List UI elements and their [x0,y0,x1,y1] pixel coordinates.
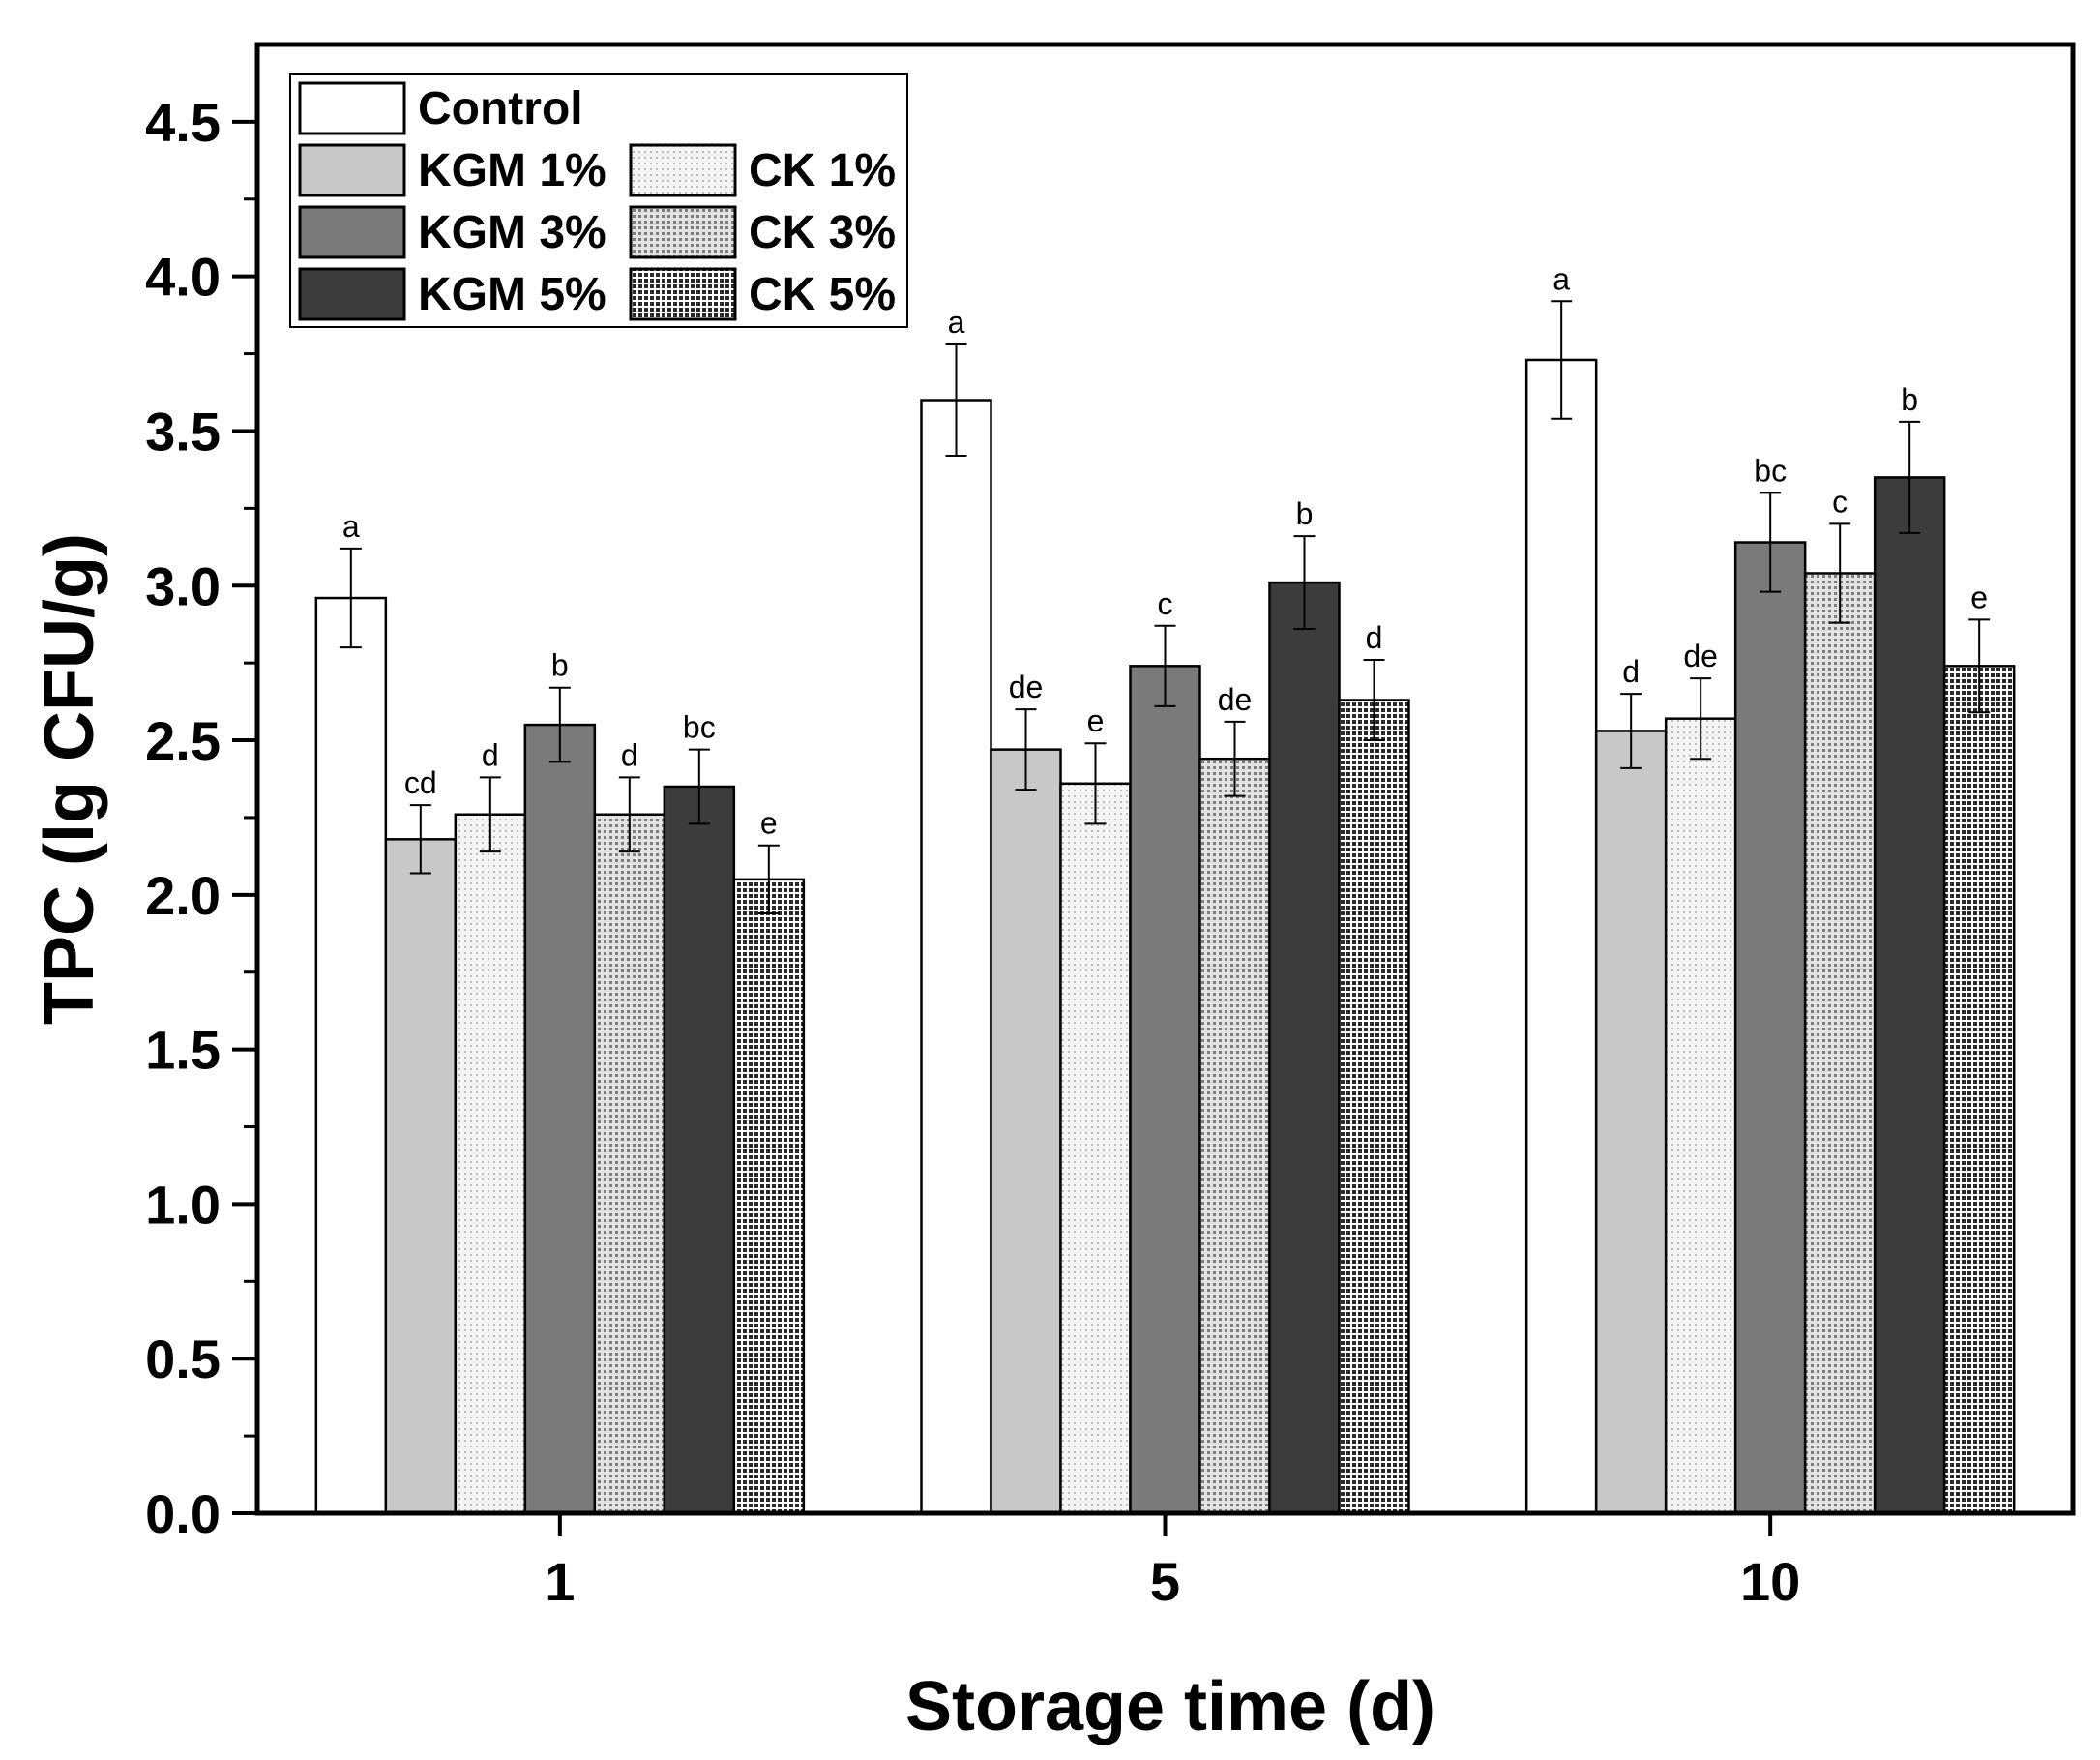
significance-label: bc [1754,453,1787,488]
bar-kgm-5--day-5 [1268,581,1341,1515]
legend-swatch-ck-1- [629,143,737,197]
bar-ck-1--day-1 [454,813,527,1515]
bar-kgm-5--day-10 [1873,476,1946,1515]
significance-label: cd [404,765,437,800]
significance-label: d [1622,654,1640,689]
significance-label: d [621,737,638,772]
y-tick-label: 4.5 [145,92,221,153]
bar-ck-3--day-5 [1198,757,1271,1515]
significance-label: de [1683,639,1718,673]
y-tick-label: 2.0 [145,865,221,926]
y-tick-label: 0.5 [145,1328,221,1389]
bar-ck-1--day-5 [1059,782,1132,1515]
legend-label-ck-3-: CK 3% [749,207,896,258]
x-tick-label: 1 [545,1551,575,1612]
bar-kgm-3--day-1 [523,723,597,1515]
bar-ck-1--day-10 [1664,717,1737,1515]
significance-label: e [760,806,778,841]
y-tick-label: 1.0 [145,1174,221,1235]
significance-label: b [551,648,569,683]
y-tick-label: 3.0 [145,555,221,616]
significance-label: c [1158,586,1173,621]
y-tick-label: 1.5 [145,1020,221,1081]
bar-kgm-5--day-1 [663,785,736,1515]
significance-label: d [1366,620,1383,655]
y-axis-title: TPC (lg CFU/g) [31,533,108,1025]
bar-kgm-3--day-5 [1129,665,1201,1515]
bar-kgm-3--day-10 [1733,541,1807,1515]
legend-label-ck-1-: CK 1% [749,145,896,196]
significance-label: e [1087,703,1105,738]
significance-label: a [342,509,360,544]
legend-label-kgm-3-: KGM 3% [418,207,606,258]
significance-label: d [482,737,499,772]
significance-label: e [1970,580,1988,614]
x-tick-label: 5 [1150,1551,1180,1612]
bar-ck-5--day-5 [1338,699,1410,1515]
bar-control-day-10 [1524,358,1598,1515]
legend-label-control: Control [418,83,583,134]
bar-kgm-1--day-10 [1594,730,1668,1515]
axes-layer: 0.0 0.5 1.0 1.5 2.0 2.5 3.0 3.5 4.0 4.5 1 5 10 [145,42,2076,1612]
bar-control-day-1 [314,596,388,1515]
significance-label: de [1009,670,1044,704]
y-tick-label: 4.0 [145,247,221,308]
legend-swatch-kgm-3- [298,205,406,259]
bar-ck-3--day-10 [1803,572,1877,1515]
legend: Control KGM 1% CK 1% KGM 3% CK 3% KGM 5% CK 5% [289,73,908,328]
legend-swatch-kgm-1- [298,143,406,197]
significance-label: b [1296,496,1314,531]
y-tick-label: 2.5 [145,710,221,771]
legend-swatch-ck-3- [629,205,737,259]
y-tick-label: 3.5 [145,401,221,462]
bar-control-day-5 [920,399,992,1515]
bars-layer: a cd d b d bc e a de e c de b d a d de bc c b e [314,261,2016,1515]
bar-kgm-1--day-1 [384,838,458,1515]
bar-ck-5--day-10 [1942,665,2016,1515]
legend-swatch-kgm-5- [298,267,406,321]
legend-swatch-ck-5- [629,267,737,321]
x-tick-label: 10 [1740,1551,1800,1612]
significance-label: c [1832,484,1848,519]
legend-label-kgm-1-: KGM 1% [418,145,606,196]
significance-label: a [1553,261,1570,296]
bar-ck-5--day-1 [732,878,806,1515]
x-axis-title: Storage time (d) [905,1668,1435,1745]
significance-label: b [1901,382,1918,417]
legend-swatch-control [298,81,406,135]
bar-kgm-1--day-5 [990,748,1062,1515]
significance-label: de [1218,682,1253,717]
bar-ck-3--day-1 [593,813,666,1515]
legend-label-ck-5-: CK 5% [749,269,896,320]
y-tick-label: 0.0 [145,1483,221,1544]
significance-label: bc [683,710,716,745]
legend-label-kgm-5-: KGM 5% [418,269,606,320]
significance-label: a [948,305,965,340]
